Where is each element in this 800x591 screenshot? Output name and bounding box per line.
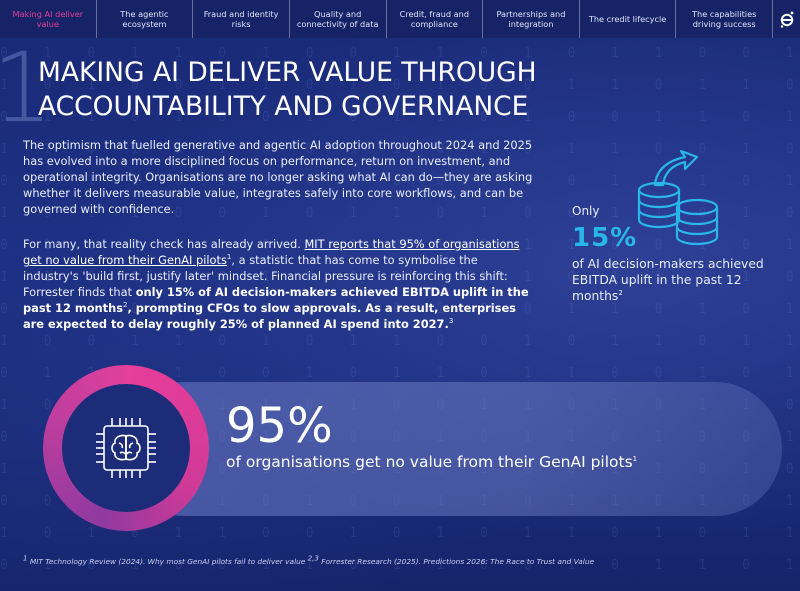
footnote-marker-1: 1 bbox=[23, 554, 28, 563]
section-number: 1 bbox=[0, 32, 54, 144]
nav-item-fraud-identity-risks[interactable]: Fraud and identity risks bbox=[192, 0, 289, 38]
footnote-ref-3: 3 bbox=[448, 317, 454, 326]
nav-item-making-ai-deliver-value[interactable]: Making AI deliver value bbox=[12, 8, 84, 30]
callout-description-text: of organisations get no value from their… bbox=[226, 453, 633, 471]
side-stat-value: 15% bbox=[572, 223, 638, 253]
ai-brain-chip-icon bbox=[96, 418, 156, 478]
side-stat-footnote-ref: 2 bbox=[618, 288, 623, 297]
footnote-ref-2: 2 bbox=[123, 301, 128, 310]
footnotes: 1 MIT Technology Review (2024). Why most… bbox=[23, 554, 783, 566]
callout-description: of organisations get no value from their… bbox=[226, 452, 637, 472]
nav-item-capabilities-driving-success[interactable]: The capabilities driving success bbox=[675, 0, 772, 38]
callout-footnote-ref: 1 bbox=[632, 454, 638, 463]
database-growth-icon bbox=[635, 145, 725, 259]
nav-item-credit-fraud-compliance[interactable]: Credit, fraud and compliance bbox=[385, 0, 483, 38]
reality-check-paragraph: For many, that reality check has already… bbox=[23, 236, 533, 332]
callout-ring bbox=[43, 365, 209, 531]
cfo-highlight: , prompting CFOs to slow approvals. As a… bbox=[23, 301, 516, 331]
paragraph-intro-text: For many, that reality check has already… bbox=[23, 237, 305, 251]
side-stat-description: of AI decision-makers achieved EBITDA up… bbox=[572, 256, 772, 304]
intro-paragraph: The optimism that fuelled generative and… bbox=[23, 138, 533, 216]
callout-pill bbox=[118, 382, 782, 516]
side-stat-lead: Only bbox=[572, 204, 600, 218]
footnote-marker-2-3: 2,3 bbox=[307, 554, 319, 563]
nav-item-agentic-ecosystem[interactable]: The agentic ecosystem bbox=[95, 0, 193, 38]
callout-value: 95% bbox=[226, 398, 333, 454]
forrester-highlight: only 15% of AI decision-makers achieved … bbox=[23, 285, 529, 315]
mit-report-link-text: MIT reports that 95% of organisations ge… bbox=[23, 237, 520, 267]
nav-item-partnerships-integration[interactable]: Partnerships and integration bbox=[482, 0, 579, 38]
side-stat-description-text: of AI decision-makers achieved EBITDA up… bbox=[572, 257, 764, 303]
paragraph-mid-text: , a statistic that has come to symbolise… bbox=[23, 253, 508, 299]
nav-item-credit-lifecycle[interactable]: The credit lifecycle bbox=[578, 0, 676, 38]
mit-report-link[interactable]: MIT reports that 95% of organisations ge… bbox=[23, 237, 520, 267]
e-logo-icon[interactable] bbox=[772, 0, 800, 38]
footnote-text-2-3: Forrester Research (2025). Predictions 2… bbox=[321, 557, 595, 566]
top-navigation: Making AI deliver value The agentic ecos… bbox=[0, 0, 800, 38]
nav-item-quality-connectivity-data[interactable]: Quality and connectivity of data bbox=[288, 0, 386, 38]
page-title: MAKING AI DELIVER VALUE THROUGH ACCOUNTA… bbox=[38, 57, 537, 122]
side-statistic: Only 15% of AI decision-makers achieved … bbox=[572, 204, 772, 304]
footnote-text-1: MIT Technology Review (2024). Why most G… bbox=[29, 557, 306, 566]
footnote-ref-1: 1 bbox=[226, 253, 232, 262]
